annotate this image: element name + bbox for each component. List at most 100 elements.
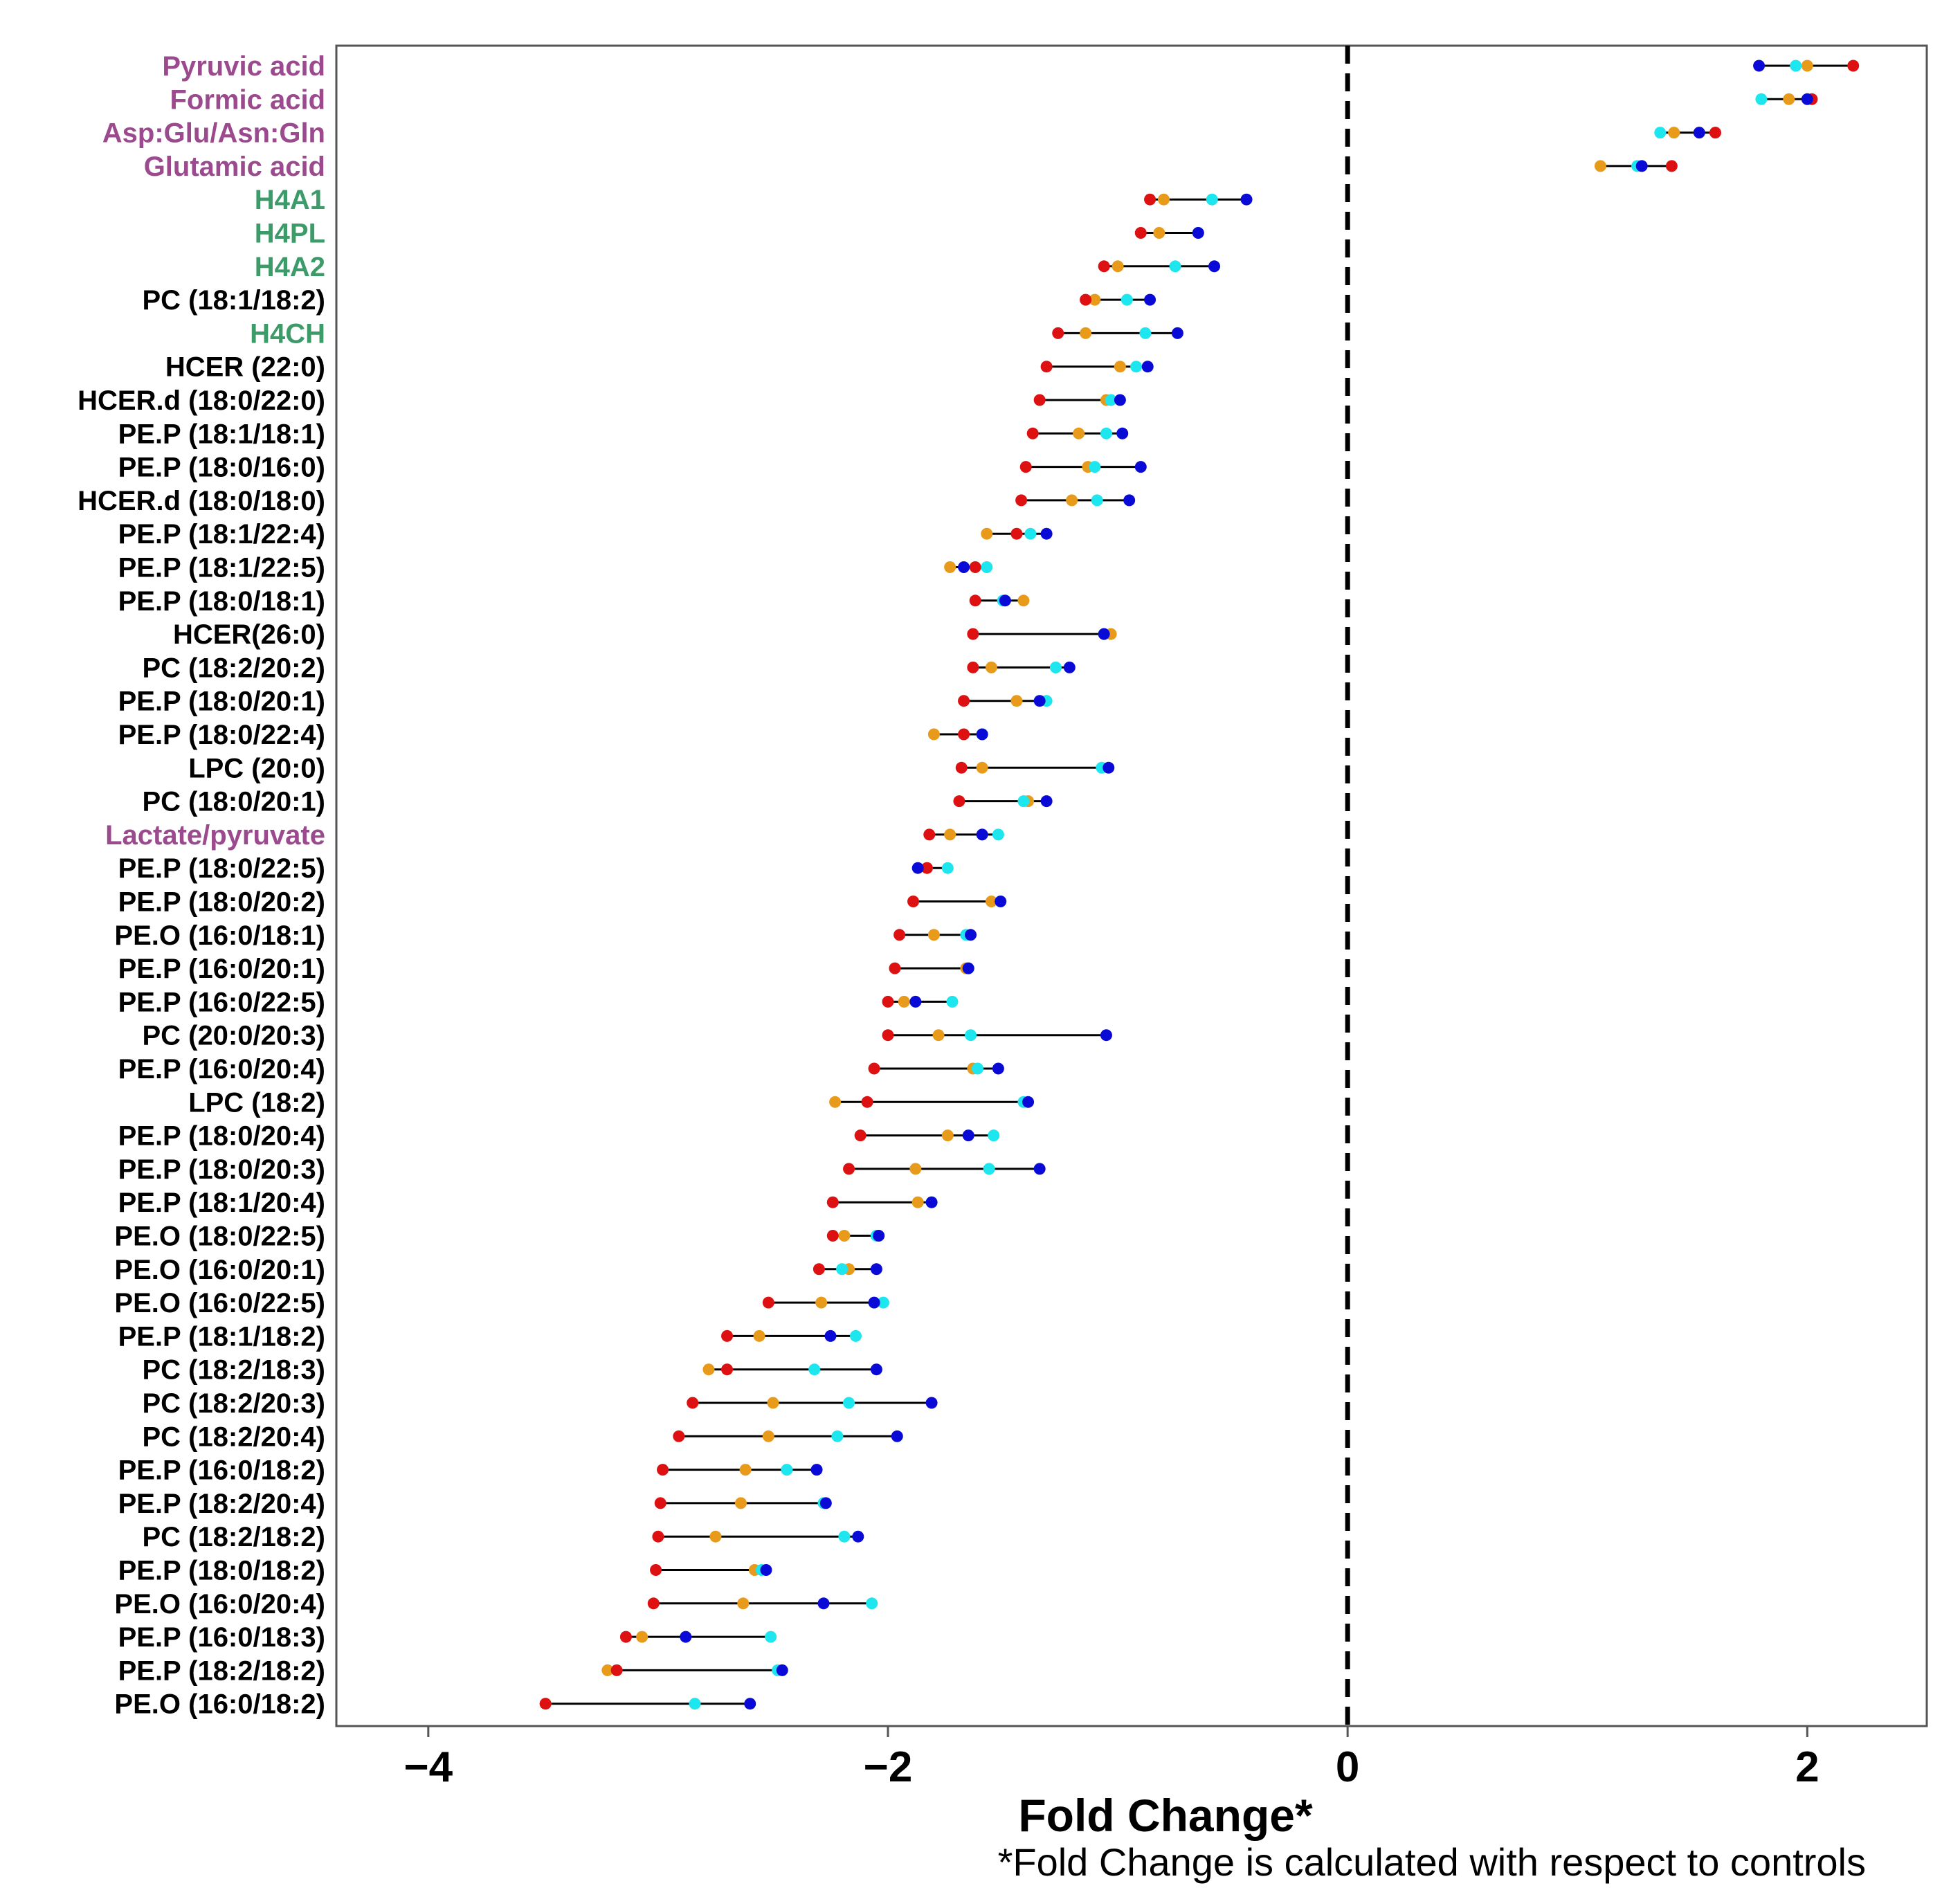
cyan-point xyxy=(850,1329,862,1342)
orange-point xyxy=(829,1096,842,1108)
blue-point xyxy=(891,1430,903,1442)
y-tick-label: PE.P (18:1/22:4) xyxy=(118,519,325,550)
cyan-point xyxy=(1017,795,1030,808)
y-tick-label: PE.P (18:2/20:4) xyxy=(118,1489,325,1519)
orange-point xyxy=(1668,127,1680,139)
y-tick-label: PE.O (16:0/22:5) xyxy=(114,1288,325,1318)
cyan-point xyxy=(838,1530,851,1543)
cyan-point xyxy=(831,1430,844,1442)
orange-point xyxy=(911,1196,924,1208)
cyan-point xyxy=(1654,127,1667,139)
red-point xyxy=(1665,160,1678,172)
orange-point xyxy=(944,561,956,573)
orange-point xyxy=(753,1329,765,1342)
red-point xyxy=(907,896,920,907)
red-point xyxy=(854,1129,866,1142)
y-tick-label: PE.O (16:0/18:1) xyxy=(114,920,325,951)
footnote: *Fold Change is calculated with respect … xyxy=(998,1840,1866,1884)
cyan-point xyxy=(1100,427,1112,439)
red-point xyxy=(647,1597,660,1610)
blue-point xyxy=(852,1530,864,1543)
cyan-point xyxy=(946,995,959,1008)
chart-row xyxy=(907,896,1007,907)
chart-row xyxy=(958,695,1053,707)
y-tick-label: PE.P (16:0/22:5) xyxy=(118,987,325,1017)
y-tick-label: PE.O (16:0/18:2) xyxy=(114,1689,325,1720)
blue-point xyxy=(925,1196,938,1208)
plot-frame xyxy=(335,44,1928,1727)
cyan-point xyxy=(972,1062,984,1075)
orange-point xyxy=(1017,594,1030,607)
orange-point xyxy=(944,828,956,841)
red-point xyxy=(967,628,979,640)
blue-point xyxy=(1635,160,1648,172)
orange-point xyxy=(1111,260,1124,273)
chart-row xyxy=(654,1497,832,1509)
red-point xyxy=(1010,527,1023,540)
chart-row xyxy=(1015,494,1136,507)
orange-point xyxy=(1594,160,1606,172)
cyan-point xyxy=(1024,527,1037,540)
y-tick-label: PE.P (18:1/18:2) xyxy=(118,1321,325,1352)
blue-point xyxy=(958,561,970,573)
blue-point xyxy=(1114,394,1126,406)
chart-row xyxy=(1080,293,1156,306)
chart-row xyxy=(702,1363,882,1376)
y-tick-label: PE.O (16:0/20:1) xyxy=(114,1255,325,1285)
blue-point xyxy=(962,962,974,974)
cyan-point xyxy=(1091,494,1103,507)
chart-row xyxy=(1098,260,1221,273)
red-point xyxy=(687,1397,699,1409)
cyan-point xyxy=(866,1597,878,1610)
red-point xyxy=(1847,60,1860,72)
orange-point xyxy=(1114,361,1126,373)
blue-point xyxy=(1240,193,1253,206)
cyan-point xyxy=(992,828,1004,841)
chart-row xyxy=(657,1464,823,1476)
chart-row xyxy=(826,1196,938,1208)
red-point xyxy=(958,728,970,741)
y-tick-label: PE.P (18:0/22:4) xyxy=(118,720,325,750)
blue-point xyxy=(965,929,977,941)
blue-point xyxy=(1134,461,1147,473)
orange-point xyxy=(985,661,997,673)
blue-point xyxy=(992,1062,1004,1075)
cyan-point xyxy=(1139,327,1152,339)
y-tick-label: PE.P (18:0/20:2) xyxy=(118,887,325,918)
cyan-point xyxy=(836,1263,849,1276)
red-point xyxy=(969,561,981,573)
chart-row xyxy=(854,1129,1000,1142)
cyan-point xyxy=(1755,93,1768,105)
red-point xyxy=(967,661,979,673)
chart-row xyxy=(889,962,974,974)
cyan-point xyxy=(877,1296,889,1309)
orange-point xyxy=(702,1363,715,1376)
red-point xyxy=(652,1530,664,1543)
y-tick-label: PC (18:2/20:3) xyxy=(142,1388,325,1419)
blue-point xyxy=(1141,361,1154,373)
cyan-point xyxy=(988,1129,1000,1142)
chart-row xyxy=(650,1564,772,1576)
blue-point xyxy=(962,1129,974,1142)
blue-point xyxy=(1693,127,1705,139)
red-point xyxy=(813,1263,825,1276)
y-tick-label: PE.P (18:0/20:4) xyxy=(118,1121,325,1152)
orange-point xyxy=(737,1597,750,1610)
chart-row xyxy=(882,995,959,1008)
chart-row xyxy=(911,862,954,874)
blue-point xyxy=(1098,628,1110,640)
cyan-point xyxy=(1105,394,1117,406)
y-tick-label: H4A1 xyxy=(255,185,325,215)
y-tick-label: HCER.d (18:0/18:0) xyxy=(78,486,325,516)
orange-point xyxy=(1153,227,1165,239)
y-tick-label: PE.O (16:0/20:4) xyxy=(114,1589,325,1619)
red-point xyxy=(1709,127,1721,139)
orange-point xyxy=(815,1296,828,1309)
y-tick-label: HCER (22:0) xyxy=(165,352,325,383)
chart-row xyxy=(1144,193,1253,206)
cyan-point xyxy=(1169,260,1181,273)
cyan-point xyxy=(1206,193,1218,206)
red-point xyxy=(619,1631,632,1643)
blue-point xyxy=(976,828,988,841)
y-tick-label: HCER.d (18:0/22:0) xyxy=(78,385,325,416)
